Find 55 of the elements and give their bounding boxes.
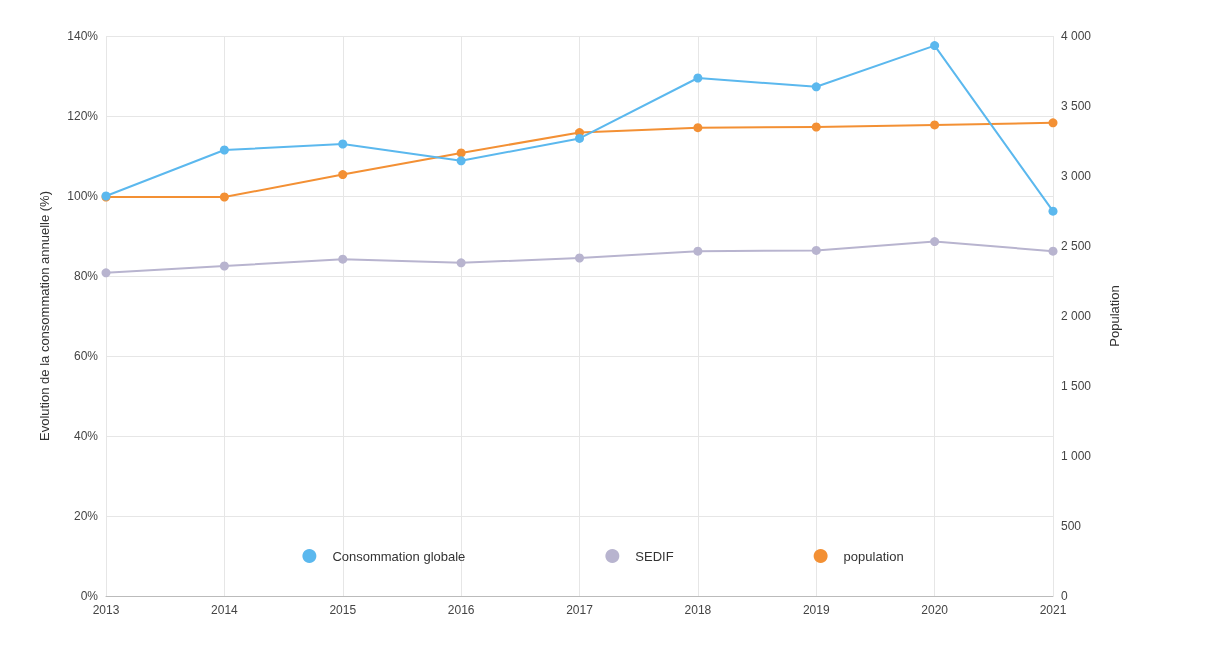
- legend-label: SEDIF: [635, 548, 674, 564]
- point: [693, 246, 703, 256]
- y2-tick-label: 3 000: [1061, 169, 1092, 183]
- point: [1048, 118, 1058, 128]
- point: [693, 73, 703, 83]
- y2-tick-label: 1 500: [1061, 379, 1092, 393]
- point: [575, 253, 584, 263]
- point: [1048, 246, 1058, 256]
- point: [1048, 206, 1058, 216]
- point: [219, 192, 229, 202]
- point: [693, 123, 703, 133]
- point: [811, 82, 821, 92]
- y-tick-label: 60%: [73, 349, 99, 363]
- x-tick-label: 2019: [802, 603, 830, 617]
- x-tick-label: 2017: [566, 603, 594, 617]
- point: [219, 145, 229, 155]
- x-tick-label: 2014: [211, 603, 239, 617]
- point: [811, 245, 821, 255]
- y2-tick-label: 500: [1061, 519, 1082, 533]
- point: [456, 258, 466, 268]
- x-tick-label: 2016: [447, 603, 475, 617]
- point: [338, 170, 348, 180]
- y-tick-label: 20%: [73, 509, 99, 523]
- y2-axis-title: Population: [1107, 285, 1122, 347]
- y2-tick-label: 2 000: [1061, 309, 1092, 323]
- y-tick-label: 0%: [80, 589, 99, 603]
- x-tick-label: 2013: [92, 603, 120, 617]
- point: [575, 133, 584, 143]
- point: [338, 254, 348, 264]
- x-tick-label: 2018: [684, 603, 712, 617]
- y2-tick-label: 1 000: [1061, 449, 1092, 463]
- point: [101, 268, 111, 278]
- y-tick-label: 40%: [73, 429, 99, 443]
- y2-tick-label: 0: [1061, 589, 1068, 603]
- x-tick-label: 2021: [1039, 603, 1067, 617]
- legend-label: Consommation globale: [332, 548, 466, 564]
- legend-label: population: [843, 548, 904, 564]
- y-axis-title: Evolution de la consommation annuelle (%): [37, 190, 52, 442]
- y-tick-label: 140%: [67, 29, 99, 43]
- point: [456, 148, 466, 158]
- x-tick-label: 2020: [921, 603, 949, 617]
- y2-tick-label: 4 000: [1061, 29, 1092, 43]
- point: [930, 120, 940, 130]
- point: [219, 261, 229, 271]
- y-tick-label: 100%: [67, 189, 99, 203]
- y-tick-label: 80%: [73, 269, 99, 283]
- y2-tick-label: 3 500: [1061, 99, 1092, 113]
- point: [811, 122, 821, 132]
- point: [338, 139, 348, 149]
- y2-tick-label: 2 500: [1061, 239, 1092, 253]
- point: [930, 237, 940, 247]
- y-tick-label: 120%: [67, 109, 99, 123]
- point: [456, 156, 466, 166]
- point: [930, 41, 940, 51]
- x-tick-label: 2015: [329, 603, 357, 617]
